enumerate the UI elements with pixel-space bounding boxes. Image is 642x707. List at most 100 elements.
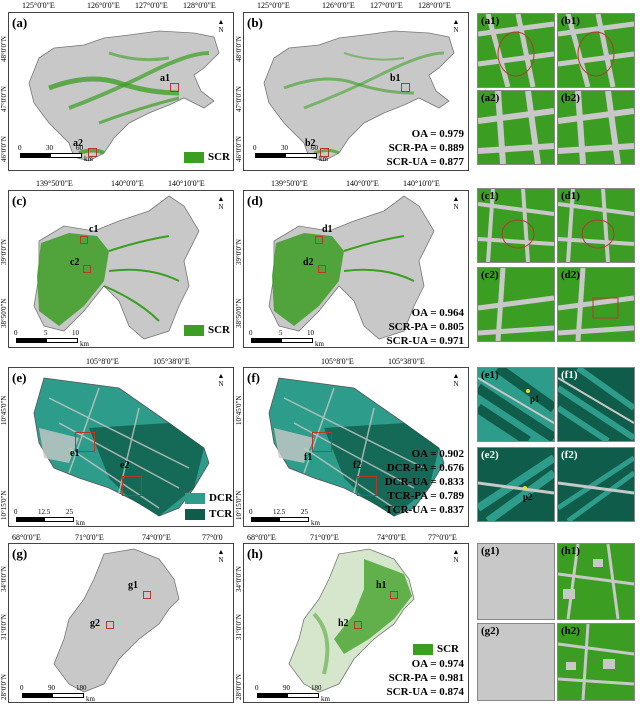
coord-label: 77°0'0"E	[428, 533, 457, 542]
lat-label: 34°0'0"N	[235, 566, 243, 592]
lat-label: 46°0'0"N	[0, 136, 8, 162]
north-arrow-icon: ▲ N	[452, 548, 460, 564]
legend-label: SCR	[437, 643, 460, 655]
scale-label: 180	[311, 684, 322, 692]
scale-label: 10	[307, 329, 314, 337]
tile-f2: (f2)	[557, 447, 635, 522]
tile-e2: (e2) p2	[477, 447, 555, 522]
lat-label: 48°0'0"N	[0, 36, 8, 62]
lat-label: 28°0'0"N	[0, 674, 8, 700]
coord-label: 105°38'0"E	[388, 357, 425, 366]
coord-label: 68°0'0"E	[12, 533, 41, 542]
coord-label: 140°0'0"E	[346, 179, 379, 188]
scale-label: 30	[281, 144, 288, 152]
tile-b2: (b2)	[557, 90, 635, 165]
scale-label: 0	[18, 144, 22, 152]
marker-d2	[318, 265, 326, 273]
lat-label: 10°15'0"N	[0, 490, 8, 520]
scale-bar: 0 90 180 km	[255, 684, 330, 703]
coord-label: 105°8'0"E	[86, 357, 119, 366]
scale-label: km	[86, 695, 95, 703]
tile-g1: (g1)	[477, 543, 555, 620]
coord-label: 139°50'0"E	[36, 179, 73, 188]
coord-label: 139°50'0"E	[271, 179, 308, 188]
scale-bar: 0 5 10 km	[249, 329, 324, 348]
coord-label: 128°0'0"E	[183, 1, 216, 10]
coord-label: 140°10'0"E	[403, 179, 440, 188]
map-d	[268, 195, 435, 340]
lat-label: 48°0'0"N	[235, 36, 243, 62]
scale-label: 25	[66, 508, 73, 516]
coord-label: 127°0'0"E	[135, 1, 168, 10]
map-e	[33, 377, 210, 517]
metric-pa: SCR-PA = 0.889	[388, 142, 464, 154]
marker-label: d1	[322, 224, 333, 235]
coord-label: 74°0'0"E	[142, 533, 171, 542]
scale-bar: 0 30 60 km	[18, 144, 93, 163]
marker-label: g1	[128, 580, 138, 591]
metric-oa: OA = 0.974	[411, 658, 464, 670]
scale-label: 0	[249, 329, 253, 337]
coord-label: 128°0'0"E	[418, 1, 451, 10]
marker-e2	[122, 476, 142, 496]
scale-bar: 0 5 10 km	[14, 329, 89, 348]
scale-label: 0	[20, 684, 24, 692]
coord-label: 140°10'0"E	[168, 179, 205, 188]
scale-label: km	[80, 340, 89, 348]
lat-label: 47°0'0"N	[235, 86, 243, 112]
lat-label: 38°50'0"N	[0, 298, 8, 328]
scale-label: km	[76, 519, 85, 527]
point-label: p1	[530, 394, 540, 404]
legend: SCR	[184, 324, 230, 336]
legend-label: TCR	[209, 508, 233, 520]
metric-oa: OA = 0.902	[411, 448, 464, 460]
scale-label: 5	[279, 329, 283, 337]
map-c	[33, 195, 200, 340]
accuracy-metrics: OA = 0.964 SCR-PA = 0.805 SCR-UA = 0.971	[387, 306, 464, 348]
scale-bar: 0 12.5 25 km	[249, 508, 320, 527]
marker-d1	[315, 236, 323, 244]
metric-dcr-pa: DCR-PA = 0.676	[386, 462, 464, 474]
scale-label: 0	[255, 684, 259, 692]
legend-swatch	[184, 151, 204, 163]
marker-h1	[390, 591, 398, 599]
marker-label: c2	[70, 257, 80, 268]
tile-d2: (d2)	[557, 267, 635, 342]
tile-a1: (a1)	[477, 13, 555, 88]
scale-bar: 0 30 60 km	[253, 144, 328, 163]
marker-c1	[80, 236, 88, 244]
marker-g2	[106, 621, 114, 629]
scale-label: 12.5	[38, 508, 51, 516]
scale-label: km	[319, 155, 328, 163]
coord-label: 68°0'0"E	[247, 533, 276, 542]
map-h	[288, 548, 415, 693]
scale-label: 0	[14, 508, 18, 516]
metric-ua: SCR-UA = 0.971	[386, 335, 464, 347]
map-g	[53, 548, 180, 693]
coord-label: 105°8'0"E	[321, 357, 354, 366]
scale-label: km	[311, 519, 320, 527]
tile-c1: (c1)	[477, 188, 555, 263]
scale-label: 60	[76, 144, 83, 152]
tile-h2: (h2)	[557, 623, 635, 701]
point-label: p2	[523, 492, 533, 502]
tile-a2: (a2)	[477, 90, 555, 165]
north-arrow-icon: ▲ N	[217, 548, 225, 564]
legend-swatch	[413, 643, 433, 655]
marker-label: e2	[120, 460, 130, 471]
coord-label: 105°38'0"E	[153, 357, 190, 366]
marker-a1	[170, 83, 179, 92]
scale-label: km	[315, 340, 324, 348]
scale-label: 90	[48, 684, 55, 692]
marker-b1	[401, 83, 410, 92]
metric-tcr-pa: TCR-PA = 0.789	[387, 490, 464, 502]
lat-label: 38°50'0"N	[235, 298, 243, 328]
scale-label: 90	[283, 684, 290, 692]
marker-h2	[354, 621, 362, 629]
lat-label: 31°0'0"N	[0, 614, 8, 640]
scale-label: 0	[249, 508, 253, 516]
metric-oa: OA = 0.979	[411, 128, 464, 140]
marker-label: e1	[70, 448, 80, 459]
legend: SCR	[413, 643, 459, 655]
coord-label: 71°0'0"E	[310, 533, 339, 542]
